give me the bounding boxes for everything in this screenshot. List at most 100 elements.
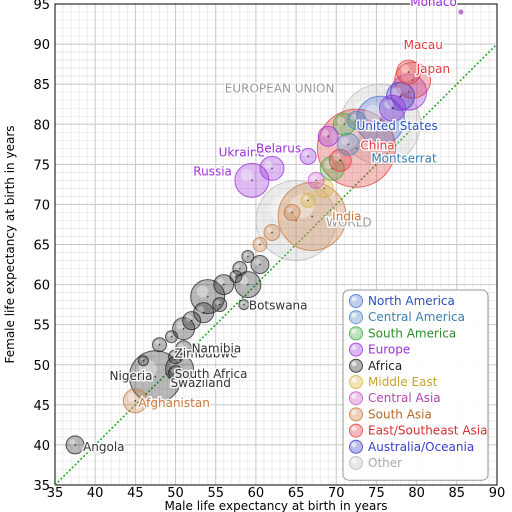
y-tick-label: 65 [33, 239, 50, 254]
bubble-center-dot [170, 335, 173, 338]
country-label: China [360, 138, 394, 152]
country-label: Afghanistan [138, 396, 209, 410]
bubble-center-dot [391, 107, 394, 110]
country-label-halo: Japan [416, 62, 450, 76]
bubble-highlight [69, 439, 76, 446]
country-label-halo: China [360, 138, 394, 152]
bubble-highlight [215, 300, 221, 305]
legend-swatch-highlight [351, 393, 357, 399]
bubble-highlight [324, 160, 333, 169]
x-tick-label: 35 [47, 486, 64, 501]
legend-label: Other [368, 456, 402, 470]
x-tick-label: 55 [207, 486, 224, 501]
bubble-center-dot [355, 147, 358, 150]
legend-label: Central America [368, 310, 465, 324]
bubble-center-dot [174, 355, 177, 358]
legend-swatch [349, 456, 363, 470]
bubble-highlight [341, 137, 349, 145]
point-labels: AngolaAngolaAfghanistanAfghanistanNigeri… [82, 0, 459, 455]
bubble-highlight [167, 332, 172, 337]
bubble-center-dot [182, 327, 185, 330]
country-label-halo: Nigeria [110, 369, 153, 383]
bubble-highlight [364, 104, 382, 122]
legend-label: North America [368, 294, 455, 308]
bubble-center-dot [327, 135, 330, 138]
legend-label: Africa [368, 359, 402, 373]
bubble-highlight [264, 160, 273, 169]
bubble-center-dot [407, 91, 410, 94]
legend-swatch-highlight [351, 345, 357, 351]
bubble-highlight [217, 278, 225, 286]
country-label: EUROPEAN UNION [225, 81, 335, 95]
legend-swatch [349, 423, 363, 438]
bubble-center-dot [459, 11, 462, 13]
x-tick-label: 60 [248, 486, 265, 501]
legend-swatch-highlight [351, 442, 357, 448]
legend-label: Australia/Oceania [368, 440, 474, 454]
legend-swatch-highlight [351, 409, 357, 415]
country-label-halo: WORLD [326, 215, 372, 229]
bubble-center-dot [407, 71, 410, 74]
bubble-center-dot [347, 143, 350, 146]
bubble-center-dot [190, 319, 193, 322]
bubble-center-dot [291, 211, 293, 214]
bubble-highlight [321, 129, 329, 137]
bubble-center-dot [399, 95, 402, 98]
bubble-center-dot [206, 295, 209, 298]
x-tick-label: 70 [328, 486, 345, 501]
legend-swatch-highlight [351, 312, 357, 318]
legend-swatch [349, 375, 363, 389]
bubble-highlight [337, 117, 345, 125]
y-tick-label: 45 [33, 399, 50, 414]
legend-swatch [349, 391, 363, 406]
bubble-highlight [176, 321, 185, 330]
legend-swatch-highlight [351, 458, 357, 464]
bubble-center-dot [242, 303, 245, 306]
country-label: Ukraine [219, 145, 265, 159]
bubble-center-dot [343, 123, 346, 126]
country-label: Zimbabwe [175, 347, 238, 361]
country-label-halo: United States [356, 119, 437, 133]
x-tick-label: 90 [489, 486, 506, 501]
bubble-center-dot [246, 255, 249, 258]
bubble-highlight [400, 68, 414, 82]
legend-swatch-highlight [351, 361, 357, 367]
country-label-halo: Angola [83, 440, 124, 454]
bubble-center-dot [218, 303, 221, 306]
bubble-highlight [178, 343, 184, 350]
country-label: Japan [416, 62, 450, 76]
bubble-highlight [270, 194, 299, 223]
bubble-highlight [231, 272, 237, 277]
country-label: Swaziland [171, 376, 231, 390]
legend-label: Middle East [368, 375, 438, 389]
country-label: India [332, 209, 361, 223]
x-tick-label: 80 [408, 486, 425, 501]
bubble-highlight [266, 227, 273, 233]
legend-swatch [349, 342, 363, 357]
country-label: Montserrat [371, 151, 437, 165]
country-label: United States [356, 119, 437, 133]
y-tick-label: 35 [33, 479, 50, 494]
y-tick-label: 70 [33, 198, 50, 213]
country-label: Russia [193, 164, 232, 178]
country-label: Angola [83, 440, 124, 454]
legend-label: East/Southeast Asia [368, 424, 487, 438]
reference-line-y-equals-x [54, 43, 498, 486]
bubble-highlight [333, 153, 341, 161]
bubble-center-dot [234, 275, 237, 278]
y-tick-label: 75 [33, 158, 50, 173]
bubble-center-dot [307, 155, 310, 158]
bubble-highlight [254, 258, 261, 265]
bubble-highlight [138, 359, 157, 379]
legend: North America Central America South Americ… [342, 289, 489, 481]
plot-frame [54, 3, 498, 486]
bubble-center-dot [379, 123, 382, 126]
bubble-highlight [243, 252, 249, 257]
bubble-highlight [400, 64, 410, 73]
tick-labels: 35 40 45 50 55 60 65 70 75 80 85 90 35 40 45 50 55 60 65 70… [33, 0, 505, 501]
bubble-highlight [310, 175, 317, 181]
bubble-highlight [197, 306, 205, 314]
country-label-halo: Macau [404, 38, 443, 52]
legend-label: South Asia [368, 407, 432, 421]
bubble-center-dot [238, 267, 241, 270]
